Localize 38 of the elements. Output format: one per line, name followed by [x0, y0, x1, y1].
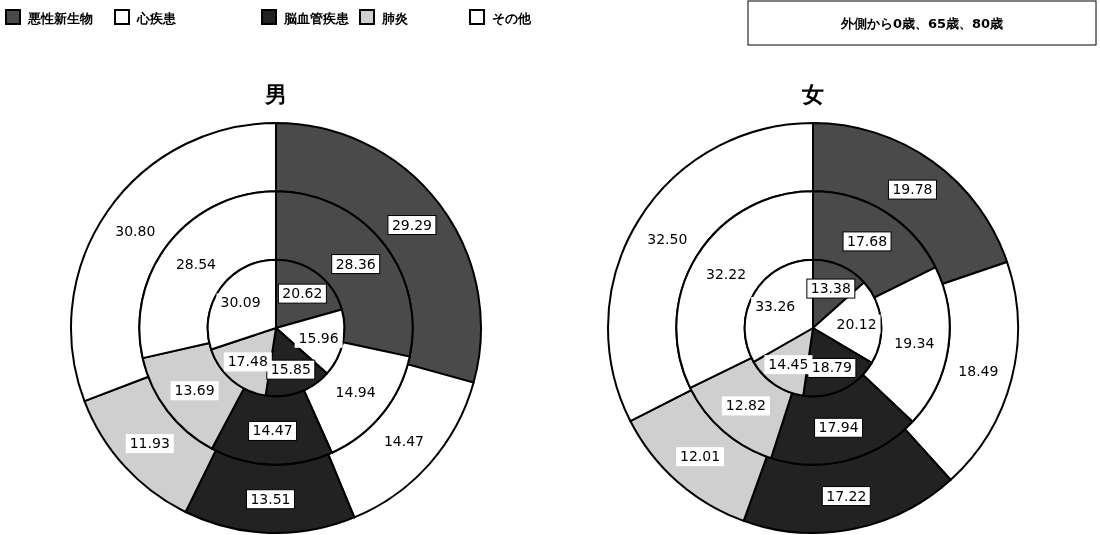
legend-label: 肺炎: [381, 11, 408, 26]
data-label: 28.36: [335, 255, 376, 272]
data-label: 12.01: [680, 448, 721, 465]
data-label: 11.93: [129, 435, 170, 452]
text: 外側から0歳、65歳、80歳: [839, 16, 1004, 31]
data-label: 32.22: [706, 265, 747, 282]
data-label: 18.49: [958, 362, 999, 379]
data-label: 14.47: [383, 433, 425, 450]
data-label: 20.12: [836, 315, 877, 332]
legend-label: 脳血管疾患: [283, 11, 350, 26]
legend-label: 心疾患: [136, 11, 177, 26]
data-label: 33.26: [755, 298, 796, 315]
data-label: 13.38: [810, 280, 851, 297]
data-label: 13.69: [174, 382, 215, 399]
data-label: 19.34: [894, 335, 935, 352]
chart-title: 女: [801, 82, 824, 107]
data-label: 19.78: [892, 181, 933, 198]
data-label: 14.94: [335, 384, 376, 401]
data-label: 32.50: [647, 230, 688, 247]
data-label: 13.51: [250, 490, 291, 507]
data-label: 14.45: [768, 356, 809, 373]
data-label: 28.54: [175, 256, 217, 273]
data-label: 17.94: [818, 419, 859, 436]
data-label: 12.82: [725, 397, 766, 414]
data-label: 17.48: [227, 353, 268, 370]
data-label: 17.22: [826, 487, 867, 504]
legend-label: その他: [492, 11, 532, 26]
data-label: 15.85: [270, 361, 311, 378]
data-label: 29.29: [391, 216, 432, 233]
data-label: 17.68: [847, 232, 888, 249]
data-label: 20.62: [282, 285, 323, 302]
legend-label: 悪性新生物: [27, 11, 93, 26]
data-label: 14.47: [252, 422, 293, 439]
text: 男: [264, 82, 287, 107]
data-label: 15.96: [298, 329, 339, 346]
data-label: 30.80: [115, 223, 156, 240]
data-label: 30.09: [220, 294, 261, 311]
data-label: 18.79: [811, 359, 852, 376]
